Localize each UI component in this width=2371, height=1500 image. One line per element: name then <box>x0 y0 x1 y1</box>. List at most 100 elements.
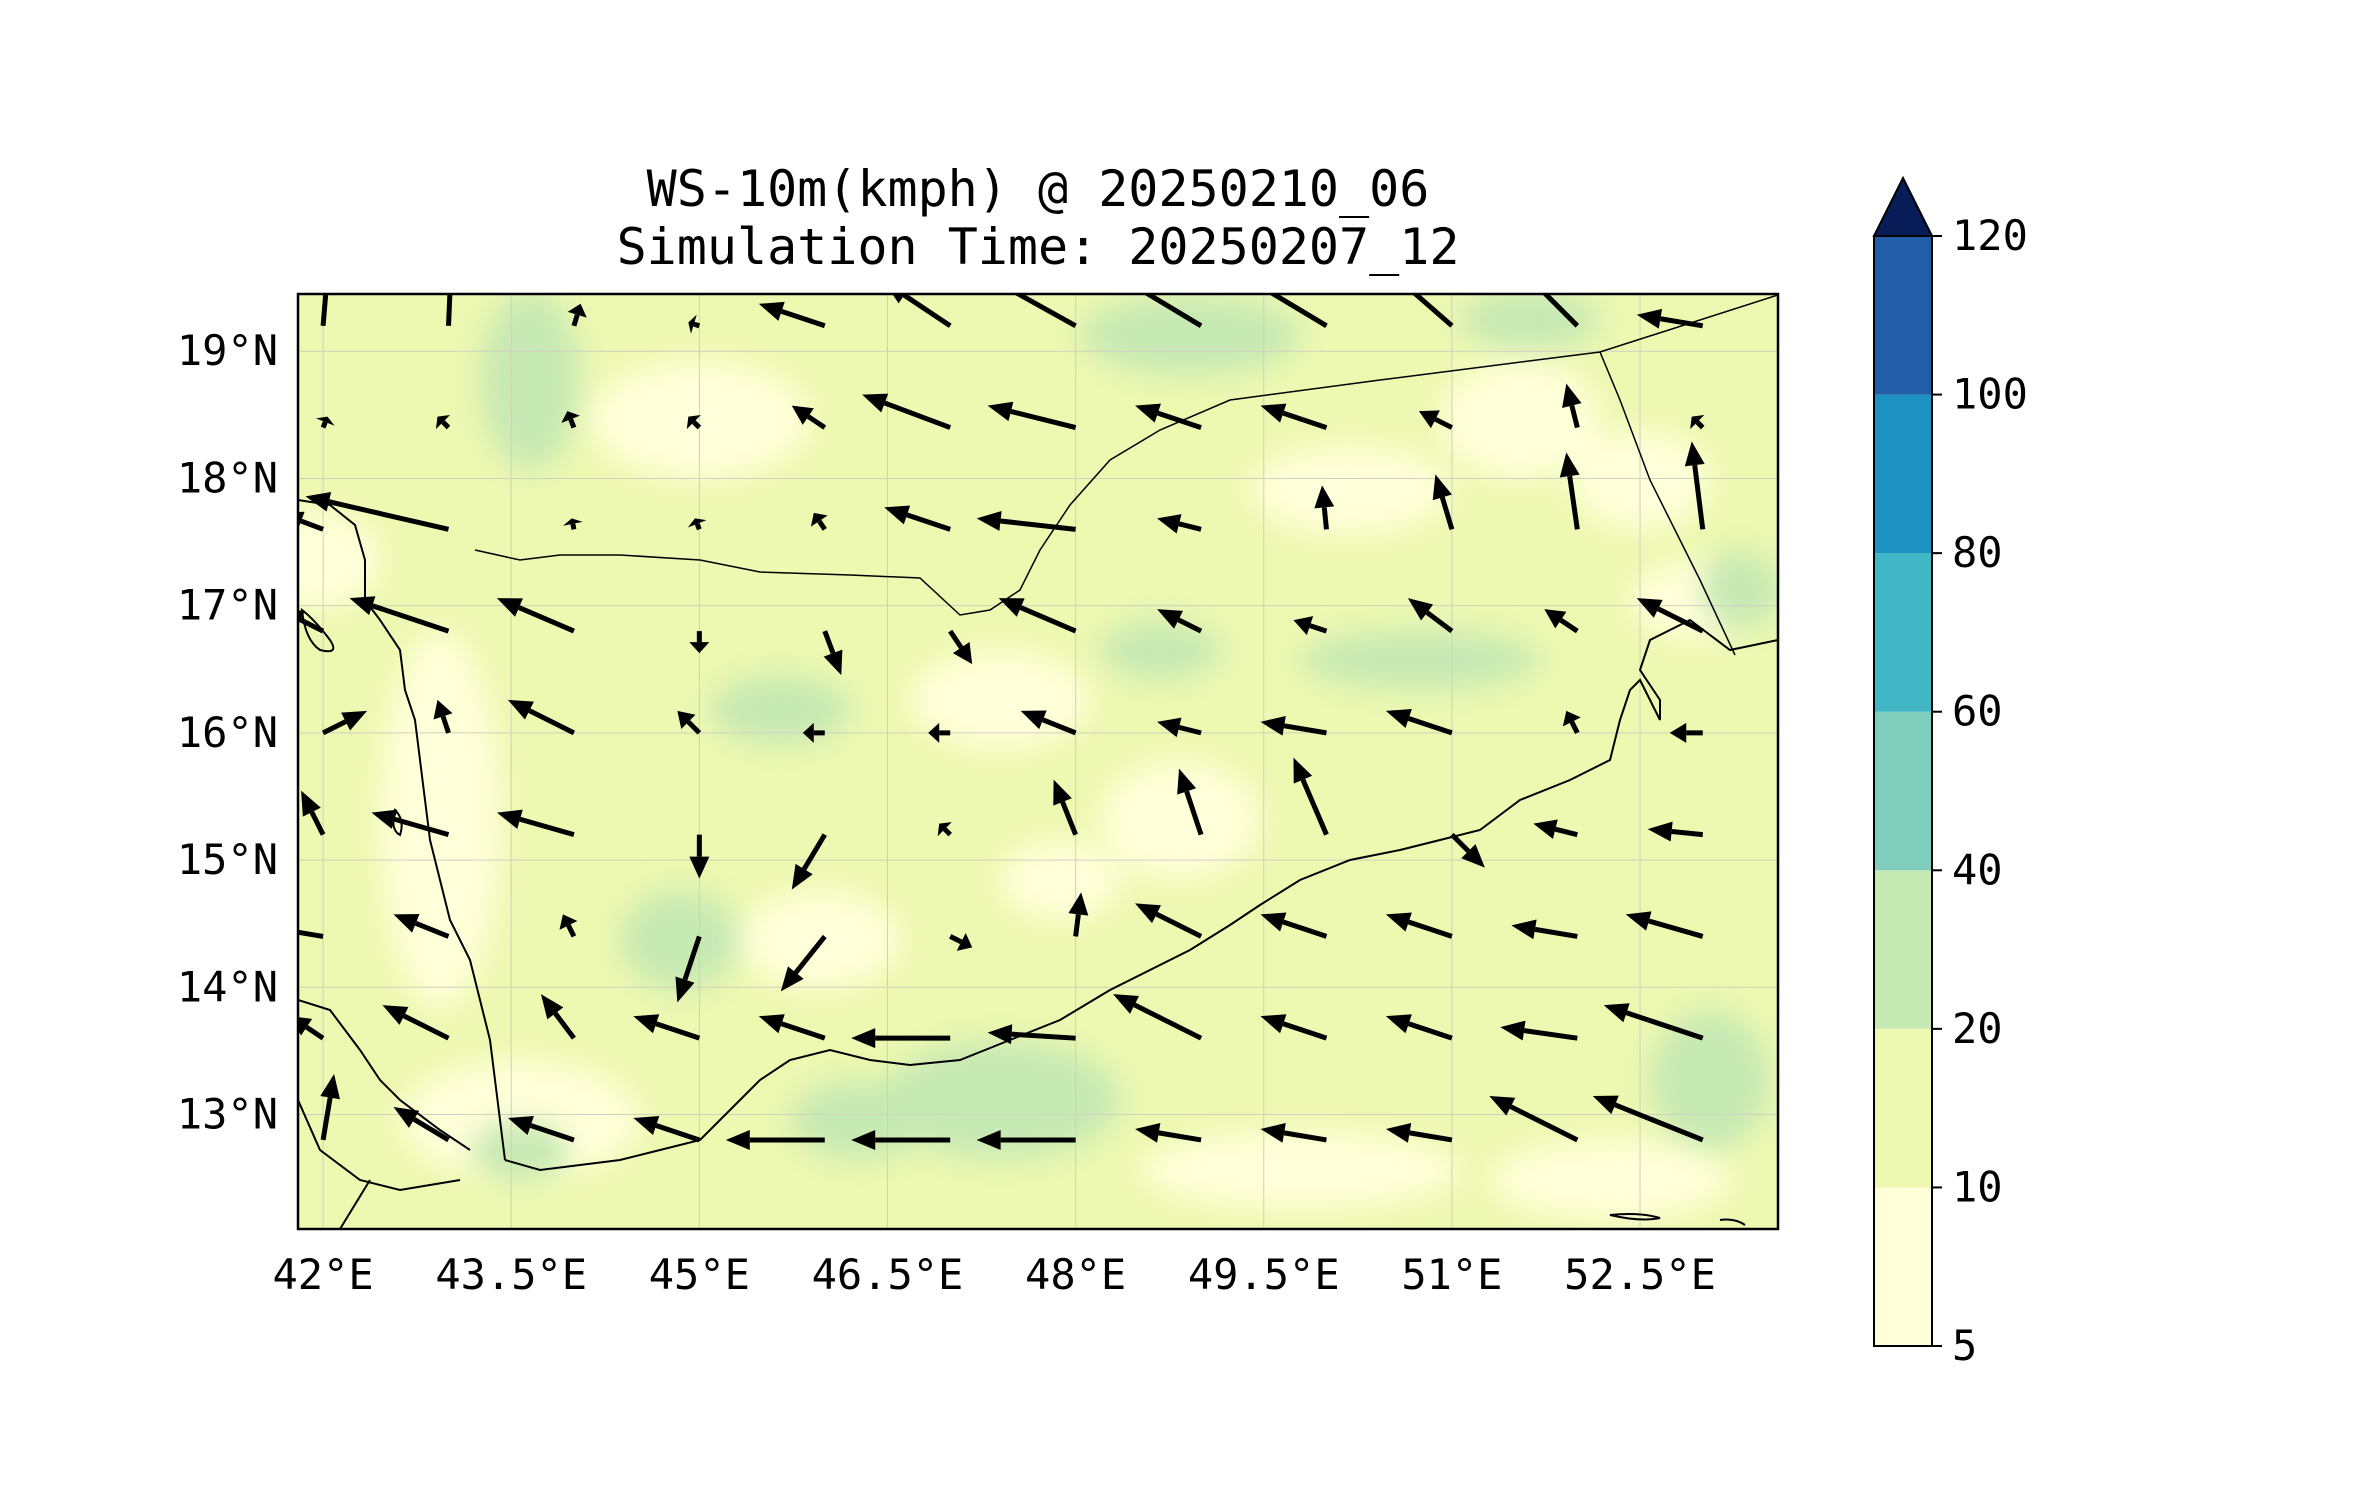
coastlines <box>298 499 1778 1229</box>
wind-vector-arrow <box>349 596 450 634</box>
wind-vector-arrow <box>321 710 368 736</box>
y-axis-ticks: 19°N 18°N 17°N 16°N 15°N 14°N 13°N <box>177 326 278 1138</box>
wind-vector-arrow <box>948 629 973 665</box>
wind-vector-arrow <box>1157 609 1203 634</box>
wind-vector-arrow <box>851 1028 951 1049</box>
x-axis-ticks: 42°E 43.5°E 45°E 46.5°E 48°E 49.5°E 51°E 52.5°E <box>273 1250 1716 1299</box>
wind-vector-arrow <box>1293 757 1329 836</box>
wind-vector-arrow <box>298 511 324 532</box>
y-tick-label: 18°N <box>177 453 278 502</box>
wind-vector-arrow <box>393 914 450 939</box>
wind-vector-arrow <box>677 710 702 735</box>
wind-vector-arrow <box>1268 294 1328 328</box>
y-tick-label: 15°N <box>177 835 278 884</box>
wind-vector-arrow <box>1592 1095 1704 1143</box>
wind-vector-arrow <box>1559 452 1580 530</box>
wind-vector-arrow <box>802 722 825 743</box>
colorbar-tick-label: 40 <box>1952 845 2003 894</box>
wind-vector-arrow <box>686 415 702 430</box>
colorbar-extend-arrow <box>1872 175 1934 237</box>
wind-vector-arrow <box>1669 722 1703 743</box>
wind-vector-arrow <box>1432 474 1455 531</box>
y-tick-label: 14°N <box>177 962 278 1011</box>
wind-vector-arrow <box>1293 616 1328 636</box>
y-tick-label: 13°N <box>177 1090 278 1139</box>
wind-vector-arrow <box>1603 1003 1704 1041</box>
wind-vector-arrow <box>1385 708 1453 736</box>
wind-vector-arrow <box>987 1024 1076 1045</box>
wind-vector-arrow <box>689 834 710 879</box>
wind-vector-arrow <box>315 416 335 429</box>
wind-vector-arrow <box>810 512 828 531</box>
wind-vector-arrow <box>1647 821 1703 842</box>
wind-vector-arrow <box>1135 903 1203 939</box>
wind-vector-arrow <box>435 415 451 430</box>
wind-vector-arrow <box>1068 892 1089 937</box>
colorbar-segment <box>1874 236 1932 395</box>
wind-vector-arrow <box>633 1116 701 1143</box>
wind-vector-arrow <box>1690 415 1705 430</box>
wind-vector-arrow <box>1636 308 1704 329</box>
wind-vector-arrow <box>976 1129 1076 1150</box>
wind-vector-arrow <box>822 630 843 676</box>
wind-vector-arrow <box>892 294 952 328</box>
colorbar-segment <box>1874 870 1932 1029</box>
colorbar-segment <box>1874 1028 1932 1188</box>
wind-vector-arrow <box>851 1129 951 1150</box>
wind-vector-arrow <box>1544 609 1579 634</box>
wind-vector-arrow <box>1260 715 1327 736</box>
wind-vector-arrow <box>320 1073 341 1141</box>
wind-vector-arrow <box>949 932 973 951</box>
wind-vector-arrow <box>998 598 1077 634</box>
wind-vector-arrow <box>1314 485 1335 530</box>
wind-vector-arrow <box>567 303 587 327</box>
wind-vector-arrow <box>1260 912 1328 939</box>
wind-vector-arrow <box>298 929 324 939</box>
wind-vector-arrow <box>1135 403 1202 430</box>
wind-vector-arrow <box>1562 383 1582 429</box>
colorbar-tick-label: 5 <box>1952 1321 1977 1370</box>
wind-vector-arrow <box>725 1129 825 1150</box>
wind-vector-arrow <box>563 518 583 530</box>
wind-vector-arrow <box>1418 410 1454 430</box>
wind-vector-arrow <box>1260 403 1328 430</box>
y-tick-label: 17°N <box>177 581 278 630</box>
wind-vector-arrow <box>884 505 951 532</box>
wind-vector-arrow <box>496 598 575 634</box>
map-title-line-2: Simulation Time: 20250207_12 <box>616 218 1460 276</box>
wind-vector-arrow <box>320 294 329 327</box>
wind-vector-arrow <box>1489 1095 1579 1143</box>
wind-vector-arrow <box>862 393 952 430</box>
wind-vector-arrow <box>928 722 951 743</box>
wind-vector-arrow <box>758 1014 826 1041</box>
wind-vector-arrow <box>540 994 576 1040</box>
y-tick-label: 16°N <box>177 708 278 757</box>
x-tick-label: 52.5°E <box>1564 1250 1716 1299</box>
wind-vector-arrow <box>433 699 453 734</box>
colorbar-tick-label: 120 <box>1952 211 2028 260</box>
wind-vector-arrow <box>1260 1014 1328 1041</box>
wind-vector-arrow <box>496 809 575 838</box>
colorbar-tick-label: 60 <box>1952 687 2003 736</box>
wind-vector-arrow <box>301 790 326 836</box>
colorbar-tick-label: 100 <box>1952 370 2028 419</box>
wind-vector-arrow <box>791 405 827 430</box>
colorbar: 5 10 20 40 60 80 100 120 <box>1872 175 2028 1370</box>
wind-vector-arrow <box>1625 911 1704 939</box>
wind-vector-arrow <box>689 631 710 654</box>
wind-vector-arrow <box>1684 441 1706 530</box>
wind-vector-arrow <box>1020 710 1077 736</box>
wind-vector-arrow <box>561 411 580 429</box>
wind-vector-arrow <box>987 401 1077 430</box>
x-tick-label: 45°E <box>649 1250 750 1299</box>
x-tick-label: 43.5°E <box>435 1250 587 1299</box>
wind-vector-arrow <box>1385 912 1453 939</box>
colorbar-segment <box>1874 711 1932 871</box>
wind-vector-arrow <box>1260 1123 1327 1143</box>
wind-vector-arrow <box>1500 1020 1578 1041</box>
wind-vector-arrow <box>675 935 702 1003</box>
map-frame <box>296 292 1780 1231</box>
wind-vector-arrow <box>1385 1123 1453 1143</box>
